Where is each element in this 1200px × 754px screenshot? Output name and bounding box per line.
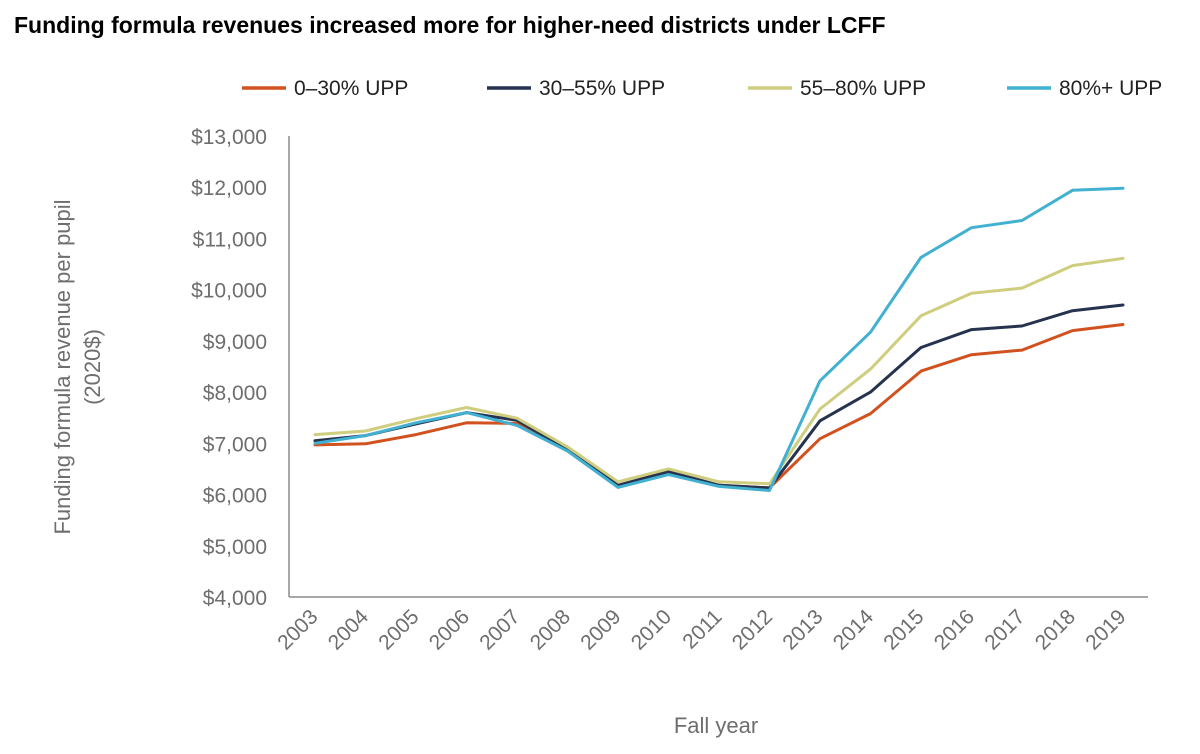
x-tick-label: 2019 — [1081, 605, 1130, 654]
legend: 0–30% UPP 30–55% UPP 55–80% UPP 80%+ UPP — [242, 77, 1162, 100]
x-tick-label: 2014 — [829, 605, 879, 655]
x-tick-label: 2008 — [526, 605, 575, 654]
axes — [288, 136, 1148, 598]
legend-label-2: 55–80% UPP — [800, 77, 926, 100]
y-tick-label: $4,000 — [203, 587, 267, 610]
x-tick-label: 2007 — [475, 605, 524, 654]
y-tick-label: $5,000 — [203, 536, 267, 559]
x-tick-label: 2003 — [273, 605, 322, 654]
y-tick-label: $13,000 — [191, 126, 267, 149]
x-tick-label: 2015 — [879, 605, 928, 654]
x-tick-label: 2017 — [980, 605, 1029, 654]
x-axis-ticks: 2003 2004 2005 2006 2007 2008 2009 2010 2011 2012… — [273, 605, 1130, 655]
x-tick-label: 2018 — [1031, 605, 1080, 654]
y-axis-label-line-1: Funding formula revenue per pupil — [50, 199, 75, 534]
x-tick-label: 2009 — [576, 605, 625, 654]
series-line-0 — [313, 323, 1125, 490]
y-tick-label: $6,000 — [203, 485, 267, 508]
series-line-3 — [313, 186, 1125, 492]
x-tick-label: 2013 — [778, 605, 827, 654]
x-tick-label: 2004 — [324, 605, 374, 655]
y-tick-label: $12,000 — [191, 177, 267, 200]
y-tick-label: $9,000 — [203, 331, 267, 354]
y-tick-label: $8,000 — [203, 382, 267, 405]
x-tick-label: 2016 — [930, 605, 979, 654]
x-tick-label: 2005 — [374, 605, 423, 654]
y-tick-label: $10,000 — [191, 280, 267, 303]
axis-labels: Fall year Funding formula revenue per pup… — [50, 199, 758, 738]
x-tick-label: 2010 — [627, 605, 676, 654]
series-line-1 — [313, 303, 1125, 490]
x-axis-label: Fall year — [674, 713, 758, 738]
x-tick-label: 2012 — [728, 605, 777, 654]
chart-title: Funding formula revenues increased more … — [14, 12, 886, 38]
legend-label-3: 80%+ UPP — [1059, 77, 1162, 100]
legend-label-1: 30–55% UPP — [539, 77, 665, 100]
y-axis-ticks: $4,000 $5,000 $6,000 $7,000 $8,000 $9,000 $10,… — [191, 126, 267, 610]
x-tick-label: 2011 — [678, 605, 726, 653]
y-tick-label: $11,000 — [193, 228, 267, 251]
series-line-2 — [313, 256, 1125, 486]
y-axis-label-line-2: (2020$) — [80, 329, 105, 405]
legend-label-0: 0–30% UPP — [294, 77, 408, 100]
y-tick-label: $7,000 — [203, 433, 267, 456]
x-tick-label: 2006 — [425, 605, 474, 654]
series-lines — [313, 186, 1125, 492]
